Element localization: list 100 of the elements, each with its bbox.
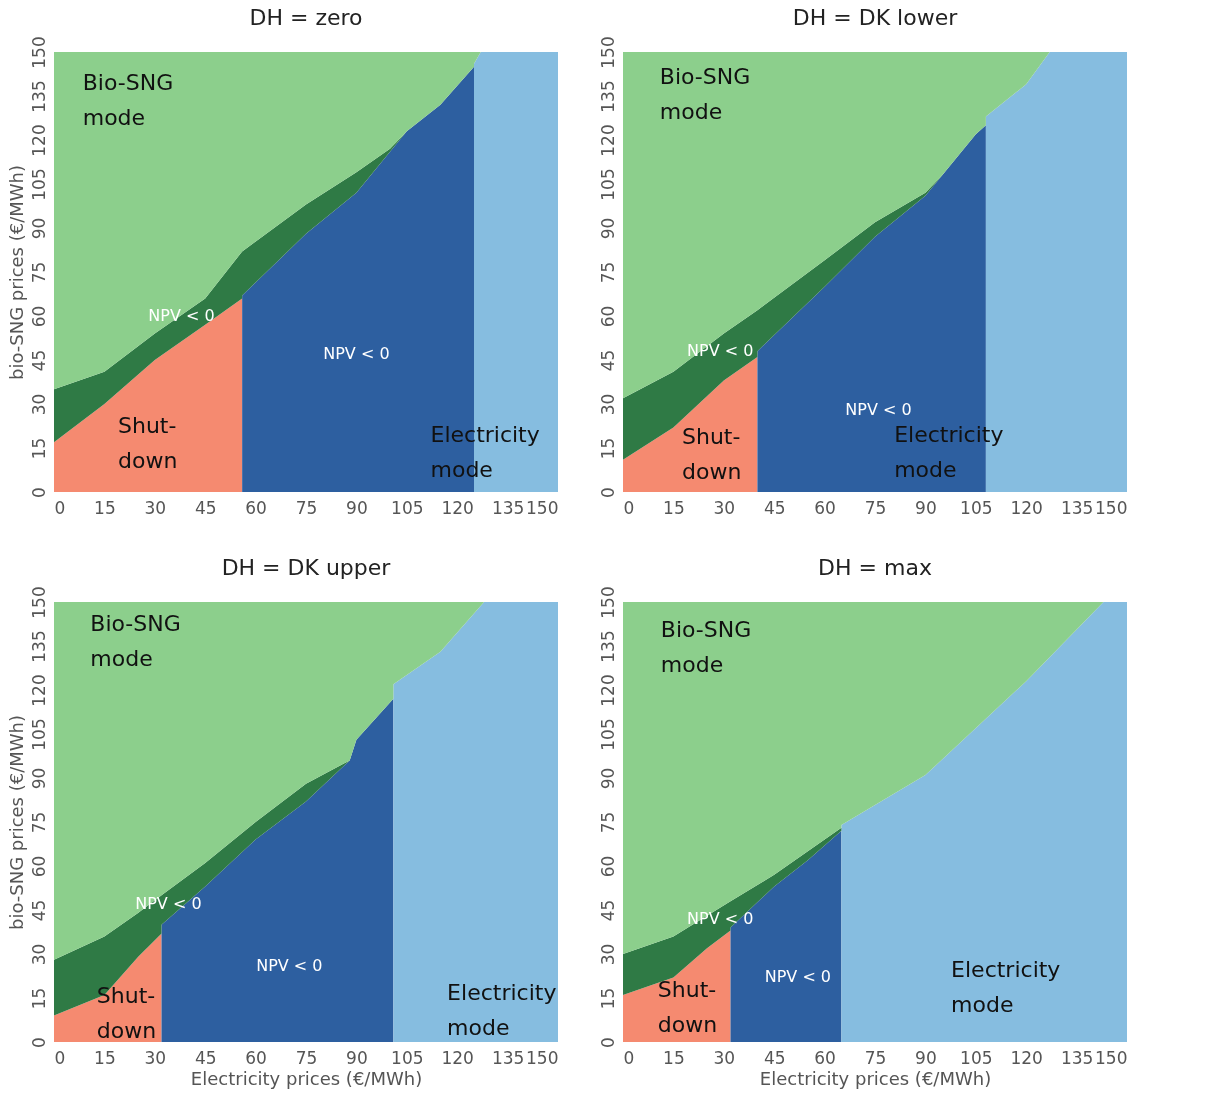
chart-title: DH = DK upper — [221, 554, 392, 580]
y-axis-title: bio-SNG prices (€/MWh) — [5, 164, 27, 381]
y-tick-label: 135 — [28, 80, 49, 113]
annotation: NPV < 0 — [687, 908, 754, 928]
y-tick-label: 15 — [28, 987, 49, 1010]
annotation: NPV < 0 — [256, 955, 323, 975]
y-tick-label: 45 — [597, 349, 618, 372]
y-tick-label: 135 — [28, 630, 49, 663]
annotation: Bio-SNG mode — [660, 616, 752, 677]
y-tick-label: 45 — [597, 899, 618, 922]
annotation: NPV < 0 — [687, 341, 754, 361]
x-tick-label: 75 — [864, 1047, 887, 1068]
y-tick-label: 60 — [28, 855, 49, 878]
x-axis-title: Electricity prices (€/MWh) — [190, 1067, 423, 1089]
x-tick-label: 0 — [54, 497, 66, 518]
y-tick-label: 150 — [597, 36, 618, 69]
y-tick-label: 135 — [597, 80, 618, 113]
y-tick-label: 75 — [28, 261, 49, 284]
x-tick-label: 45 — [763, 497, 786, 518]
x-tick-label: 60 — [814, 497, 836, 518]
y-tick-label: 90 — [28, 767, 49, 790]
x-tick-label: 0 — [54, 1047, 66, 1068]
annotation: Bio-SNG mode — [659, 63, 751, 124]
chart-title: DH = DK lower — [792, 4, 959, 30]
x-tick-label: 15 — [663, 497, 685, 518]
annotation: Bio-SNG mode — [90, 610, 181, 671]
y-tick-label: 120 — [28, 124, 49, 157]
x-tick-label: 15 — [663, 1047, 685, 1068]
x-axis-title: Electricity prices (€/MWh) — [759, 1067, 992, 1089]
x-tick-label: 45 — [763, 1047, 786, 1068]
x-tick-label: 150 — [526, 1047, 559, 1068]
x-tick-label: 105 — [391, 497, 424, 518]
x-tick-label: 90 — [346, 1047, 368, 1068]
y-tick-label: 120 — [597, 674, 618, 707]
y-tick-label: 75 — [597, 811, 618, 834]
y-tick-label: 45 — [28, 899, 49, 922]
y-tick-label: 90 — [597, 767, 618, 790]
x-tick-label: 105 — [391, 1047, 424, 1068]
x-tick-label: 60 — [245, 497, 267, 518]
y-tick-label: 0 — [597, 487, 618, 498]
y-tick-label: 15 — [597, 987, 618, 1010]
x-tick-label: 75 — [295, 497, 318, 518]
y-tick-label: 150 — [597, 586, 618, 619]
x-tick-label: 120 — [1010, 1047, 1043, 1068]
annotation: NPV < 0 — [845, 399, 912, 419]
x-tick-label: 135 — [1060, 1047, 1094, 1068]
x-tick-label: 120 — [441, 497, 474, 518]
x-tick-label: 0 — [623, 497, 635, 518]
annotation: Shut-down — [118, 412, 178, 473]
y-tick-label: 60 — [28, 305, 49, 328]
y-tick-label: 150 — [28, 36, 49, 69]
x-tick-label: 135 — [491, 1047, 525, 1068]
y-tick-label: 45 — [28, 349, 49, 372]
x-tick-label: 45 — [194, 1047, 217, 1068]
annotation: Shut-down — [96, 983, 157, 1044]
y-tick-label: 105 — [28, 718, 49, 751]
annotation: Electricity mode — [447, 980, 557, 1041]
y-tick-label: 75 — [597, 261, 618, 284]
x-tick-label: 90 — [915, 1047, 937, 1068]
y-tick-label: 30 — [597, 943, 618, 966]
y-tick-label: 15 — [597, 437, 618, 460]
x-tick-label: 90 — [915, 497, 937, 518]
y-tick-label: 135 — [597, 630, 618, 663]
x-tick-label: 150 — [1095, 1047, 1128, 1068]
x-tick-label: 30 — [144, 1047, 167, 1068]
y-tick-label: 30 — [28, 943, 49, 966]
y-tick-label: 105 — [597, 718, 618, 751]
y-tick-label: 15 — [28, 437, 49, 460]
x-tick-label: 135 — [491, 497, 525, 518]
annotation: Shut-down — [657, 977, 718, 1038]
y-tick-label: 75 — [28, 811, 49, 834]
x-tick-label: 150 — [1095, 497, 1128, 518]
chart-title: DH = max — [818, 554, 932, 580]
x-tick-label: 120 — [441, 1047, 474, 1068]
annotation: Electricity mode — [951, 956, 1061, 1017]
annotation: NPV < 0 — [764, 967, 832, 987]
x-tick-label: 120 — [1010, 497, 1043, 518]
x-tick-label: 60 — [814, 1047, 836, 1068]
x-tick-label: 105 — [960, 497, 993, 518]
x-tick-label: 30 — [713, 1047, 736, 1068]
x-tick-label: 75 — [864, 497, 887, 518]
y-tick-label: 90 — [597, 217, 618, 240]
x-tick-label: 90 — [346, 497, 368, 518]
x-tick-label: 135 — [1060, 497, 1094, 518]
y-tick-label: 105 — [28, 168, 49, 201]
chart-title: DH = zero — [249, 4, 363, 30]
x-tick-label: 15 — [94, 1047, 116, 1068]
y-tick-label: 60 — [597, 305, 618, 328]
y-tick-label: 30 — [28, 393, 49, 416]
y-tick-label: 120 — [597, 124, 618, 157]
y-tick-label: 0 — [28, 1037, 49, 1048]
y-tick-label: 150 — [28, 586, 49, 619]
x-tick-label: 0 — [623, 1047, 635, 1068]
y-tick-label: 60 — [597, 855, 618, 878]
annotation: Bio-SNG mode — [82, 69, 174, 130]
y-tick-label: 0 — [28, 487, 49, 498]
annotation: NPV < 0 — [323, 344, 390, 364]
annotation: NPV < 0 — [148, 306, 215, 325]
y-tick-label: 90 — [28, 217, 49, 240]
y-tick-label: 105 — [597, 168, 618, 201]
